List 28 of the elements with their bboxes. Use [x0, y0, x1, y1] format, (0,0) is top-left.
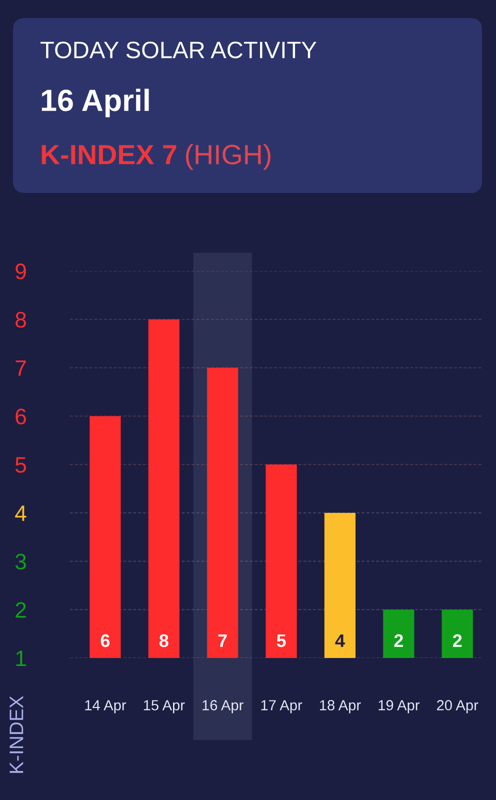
y-tick-label: 4 [15, 506, 26, 521]
chart-title: TODAY SOLAR ACTIVITY [40, 42, 316, 58]
y-tick-label: 7 [16, 360, 26, 376]
x-tick-label: 16 Apr [202, 700, 244, 714]
text: (HIGH) [186, 144, 270, 170]
data-label: 6 [100, 634, 110, 648]
x-tick-label: 15 Apr [144, 700, 185, 714]
y-tick-label: 3 [15, 554, 26, 570]
data-label: 8 [159, 634, 168, 648]
text: K-INDEX 7 [42, 145, 176, 164]
data-label: 2 [452, 634, 462, 647]
x-tick-label: 18 Apr [320, 700, 361, 714]
data-label: 5 [276, 634, 286, 648]
chart-subtitle: 16 April [42, 88, 149, 118]
x-tick-label: 19 Apr [378, 700, 420, 714]
y-axis-title: K-INDEX [10, 696, 24, 773]
data-label: 2 [394, 634, 403, 647]
y-tick-label: 8 [16, 312, 26, 328]
x-tick-label: 17 Apr [261, 700, 302, 714]
y-tick-label: 5 [15, 457, 26, 473]
y-tick-label: 2 [16, 602, 26, 618]
data-label: 4 [335, 634, 345, 647]
x-tick-label: 14 Apr [85, 700, 126, 714]
x-tick-label: 20 Apr [437, 700, 478, 714]
y-tick-label: 9 [16, 264, 26, 280]
data-label: 7 [218, 634, 227, 647]
y-tick-label: 6 [16, 408, 26, 424]
y-tick-label: 1 [16, 650, 26, 666]
